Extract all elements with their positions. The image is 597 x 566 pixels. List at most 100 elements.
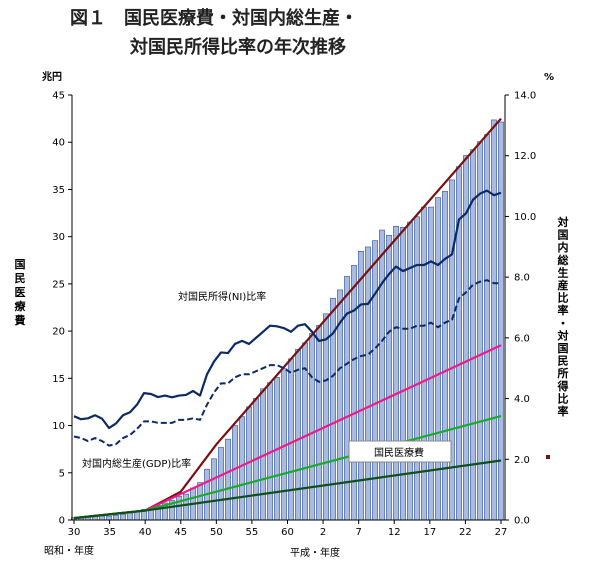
- right-tick-label: 4.0: [514, 394, 530, 405]
- bar: [421, 206, 427, 521]
- right-axis-label-char: 対: [557, 328, 569, 342]
- left-axis-label-char: 国: [15, 258, 26, 271]
- bar: [309, 333, 315, 521]
- bar: [106, 515, 112, 521]
- chart-title-line2: 対国民所得比率の年次推移: [129, 36, 346, 58]
- ni-ratio-line: [73, 189, 502, 430]
- left-tick-label: 25: [52, 279, 65, 290]
- bar: [288, 358, 294, 521]
- bar: [225, 438, 231, 521]
- bar: [323, 313, 329, 521]
- right-axis-label-char: 対: [557, 215, 569, 229]
- bar: [491, 119, 497, 521]
- gdp-ratio-annotation: 対国内総生産(GDP)比率: [82, 457, 191, 470]
- x-tick-label: 50: [210, 527, 223, 538]
- left-tick-label: 15: [52, 374, 65, 385]
- right-tick-label: 8.0: [514, 273, 530, 284]
- left-axis-label-char: 医: [15, 286, 26, 299]
- right-axis-label-char: 国: [558, 342, 569, 355]
- left-tick-label: 20: [52, 327, 65, 338]
- bar: [435, 197, 441, 521]
- left-tick-label: 45: [52, 91, 65, 102]
- right-axis-label-char: 率: [558, 404, 569, 418]
- bar: [183, 493, 189, 521]
- left-axis-label-char: 費: [14, 313, 26, 327]
- era-label-showa: 昭和・年度: [44, 544, 94, 557]
- right-axis-label-char: 国: [558, 229, 569, 242]
- bar: [120, 513, 126, 521]
- legend-marker: [546, 455, 550, 459]
- x-tick-label: 12: [388, 527, 401, 538]
- x-tick-label: 45: [174, 527, 187, 538]
- bar: [414, 216, 420, 521]
- ratio-lines-group: [73, 189, 502, 447]
- right-ticks-group: 0.0 2.0 4.0 6.0 8.0 10.0 12.0 14.0: [505, 91, 536, 527]
- right-tick-label: 0.0: [514, 516, 530, 527]
- medical-cost-label-box: [348, 440, 452, 463]
- x-tick-label: 60: [281, 527, 294, 538]
- left-tick-label: 35: [52, 185, 65, 196]
- bars-group: [71, 119, 504, 521]
- right-axis-label-char: 率: [558, 303, 569, 317]
- left-unit-label: 兆円: [42, 70, 62, 83]
- left-axis-label-char: 民: [15, 272, 26, 285]
- bar: [428, 206, 434, 521]
- bar: [239, 416, 245, 521]
- gdp-ratio-line: [73, 279, 501, 447]
- right-tick-label: 6.0: [514, 333, 530, 344]
- right-axis-label-char: 産: [558, 278, 569, 292]
- right-axis-label-char: 比: [558, 391, 569, 405]
- right-axis-label-char: ・: [558, 317, 569, 330]
- right-tick-label: 14.0: [514, 91, 536, 102]
- x-tick-label: 55: [246, 527, 259, 538]
- right-axis-label-char: 比: [558, 291, 569, 305]
- x-tick-label: 17: [423, 527, 436, 538]
- right-tick-label: 2.0: [514, 455, 530, 466]
- left-ticks-group: 0 5 10 15 20 25 30 35 40 45: [52, 91, 72, 527]
- bar: [197, 482, 203, 521]
- x-tick-label: 2: [320, 527, 326, 538]
- chart-title-line1: 図１ 国民医療費・対国内総生産・: [70, 7, 358, 29]
- x-tick-label: 40: [139, 527, 152, 538]
- right-axis-label-char: 所: [558, 366, 569, 380]
- x-tick-label: 35: [103, 527, 116, 538]
- right-axis-label-char: 生: [558, 265, 569, 279]
- bar: [113, 514, 119, 521]
- ni-ratio-annotation: 対国民所得(NI)比率: [178, 290, 266, 303]
- trend-line: [73, 459, 502, 520]
- x-tick-label: 30: [68, 527, 81, 538]
- left-tick-label: 5: [59, 468, 65, 479]
- bar: [176, 496, 182, 521]
- bar: [232, 425, 238, 521]
- right-axis-label-char: 民: [558, 355, 569, 368]
- left-tick-label: 0: [59, 516, 65, 527]
- bar: [218, 447, 224, 521]
- x-tick-label: 27: [495, 527, 508, 538]
- bar: [99, 515, 105, 521]
- left-tick-label: 10: [52, 421, 65, 432]
- bar: [442, 190, 448, 521]
- right-axis-label-char: 総: [558, 253, 569, 267]
- right-tick-label: 12.0: [514, 151, 536, 162]
- left-tick-label: 40: [52, 138, 65, 149]
- x-tick-label: 7: [355, 527, 361, 538]
- bar: [295, 348, 301, 521]
- left-tick-label: 30: [52, 232, 65, 243]
- era-label-heisei: 平成・年度: [290, 546, 340, 559]
- right-axis-label-char: 内: [558, 240, 569, 254]
- left-axis-label: 国民医療費: [14, 258, 27, 327]
- left-axis-label-char: 療: [15, 299, 27, 313]
- right-axis-label-char: 得: [557, 379, 569, 393]
- bar: [211, 458, 217, 521]
- medical-cost-annotation: 国民医療費: [374, 446, 424, 459]
- right-tick-label: 10.0: [514, 212, 536, 223]
- right-unit-label: %: [544, 72, 554, 83]
- bar: [449, 179, 455, 521]
- x-tick-label: 22: [459, 527, 472, 538]
- bar: [316, 325, 322, 521]
- x-ticks-group: 30 35 40 45 50 55 60 2 7 12 17 22 27: [68, 520, 508, 538]
- bar: [127, 512, 133, 521]
- axes-group: [71, 95, 506, 521]
